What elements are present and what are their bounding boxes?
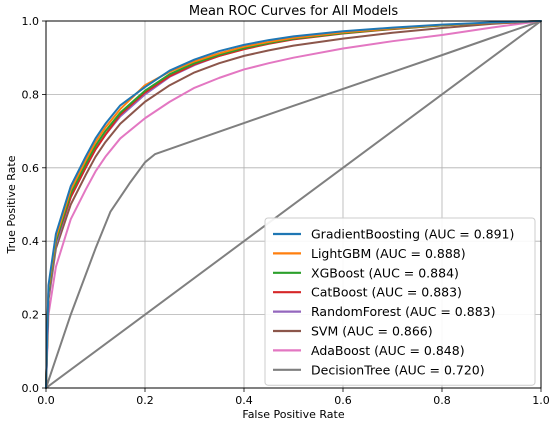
x-tick-label: 0.8 — [433, 394, 451, 407]
x-tick-label: 0.2 — [136, 394, 154, 407]
legend-entry: RandomForest (AUC = 0.883) — [311, 304, 495, 319]
legend-entry: AdaBoost (AUC = 0.848) — [311, 343, 465, 358]
roc-series-line — [45, 20, 542, 389]
y-tick-label: 0.4 — [22, 235, 40, 248]
y-tick-label: 0.0 — [22, 382, 40, 395]
x-tick-label: 0.0 — [37, 394, 55, 407]
legend-entry: DecisionTree (AUC = 0.720) — [311, 362, 485, 377]
y-tick-label: 0.8 — [22, 88, 40, 101]
y-axis-label: True Positive Rate — [5, 155, 18, 254]
y-tick-label: 0.6 — [22, 162, 40, 175]
legend-entry: XGBoost (AUC = 0.884) — [311, 265, 459, 280]
legend-box — [264, 217, 536, 386]
roc-series-line — [45, 20, 542, 389]
x-tick-label: 1.0 — [532, 394, 550, 407]
roc-series-line — [45, 20, 542, 389]
roc-series-line — [45, 20, 542, 389]
ticks-layer: 0.0 0.2 0.4 0.6 0.8 1.0 0.0 0.2 0.4 0.6 0.8 1.0 — [22, 15, 550, 407]
legend-entry: SVM (AUC = 0.866) — [311, 324, 433, 339]
y-tick-label: 1.0 — [22, 15, 40, 28]
plot-frame — [45, 20, 542, 389]
legend-entry: GradientBoosting (AUC = 0.891) — [311, 227, 514, 242]
x-axis-label: False Positive Rate — [242, 408, 344, 421]
legend-entry: CatBoost (AUC = 0.883) — [311, 285, 462, 300]
y-tick-label: 0.2 — [22, 309, 40, 322]
x-tick-label: 0.6 — [334, 394, 352, 407]
chart-title: Mean ROC Curves for All Models — [189, 4, 399, 19]
x-tick-label: 0.4 — [235, 394, 253, 407]
legend-entry: LightGBM (AUC = 0.888) — [311, 246, 466, 261]
roc-series-line — [45, 20, 542, 389]
series-layer — [45, 20, 542, 389]
legend: GradientBoosting (AUC = 0.891) LightGBM (… — [264, 217, 536, 386]
